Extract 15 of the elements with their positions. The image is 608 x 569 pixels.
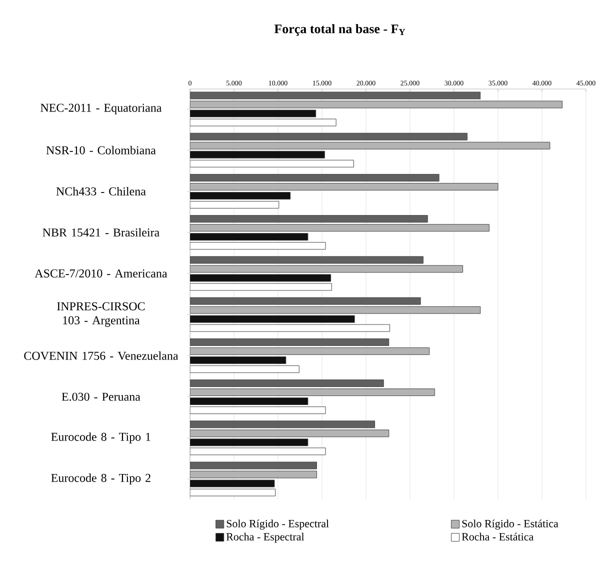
y-tick-label: ASCE-7/2010 - Americana [34, 269, 168, 278]
y-tick-label: Eurocode 8 - Tipo 1 [51, 432, 150, 444]
y-tick-label: INPRES-CIRSOC 103 - Argentina [57, 302, 145, 327]
y-tick-label: E.030 - Peruana [62, 392, 140, 401]
legend-label: Solo Rígido - Espectral [226, 520, 329, 530]
legend-label: Rocha - Estática [462, 532, 534, 540]
y-tick-label: NEC-2011 - Equatoriana [40, 104, 162, 114]
y-tick-label: Eurocode 8 - Tipo 2 [51, 474, 150, 484]
y-tick-label: NCh433 - Chilena [56, 187, 146, 196]
legend-label: Solo Rígido - Estática [462, 520, 558, 530]
y-tick-label: COVENIN 1756 - Venezuelana [24, 351, 178, 360]
y-tick-label: NSR-10 - Colombiana [46, 146, 156, 154]
chart-title: Força total na base - F$_{Y}$ [274, 24, 406, 36]
legend-label: Rocha - Espectral [226, 532, 304, 543]
y-tick-label: NBR 15421 - Brasileira [42, 228, 160, 237]
